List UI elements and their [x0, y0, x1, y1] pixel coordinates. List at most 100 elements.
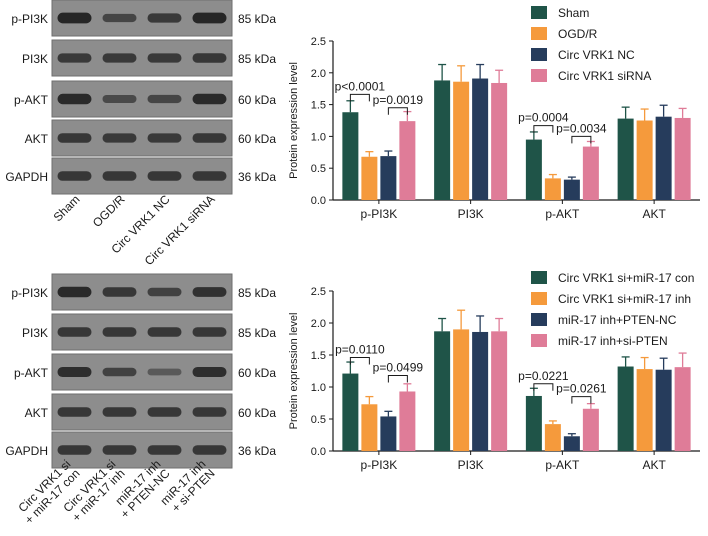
blot-row-label: GAPDH	[5, 444, 48, 458]
bar	[655, 116, 672, 200]
blot-band	[57, 407, 92, 417]
bar	[342, 112, 359, 200]
y-tick-label: 2.5	[311, 36, 326, 48]
bar	[399, 121, 416, 200]
blot-row-label: p-AKT	[14, 366, 49, 380]
legend-swatch	[531, 271, 547, 284]
significance-bracket	[387, 374, 408, 383]
bar	[399, 391, 416, 451]
bar	[453, 329, 470, 451]
lane-label: Sham	[51, 192, 83, 224]
blot-band	[102, 133, 137, 143]
blot-band	[192, 93, 227, 105]
bar	[674, 367, 691, 451]
bar	[434, 80, 451, 200]
significance-bracket	[387, 107, 408, 115]
significance-bracket	[349, 357, 370, 365]
bar	[617, 118, 634, 200]
bar	[674, 117, 691, 200]
y-tick-label: 2.0	[311, 68, 326, 80]
p-value-label: p=0.0019	[373, 93, 424, 107]
legend-label: Circ VRK1 si+miR-17 con	[558, 271, 694, 285]
blot-strip-border	[51, 119, 233, 157]
blot-band	[102, 287, 137, 297]
legend-label: Circ VRK1 NC	[558, 48, 635, 62]
y-tick-label: 0.0	[311, 195, 326, 207]
p-value-label: p<0.0001	[335, 79, 386, 93]
blot-band	[192, 327, 227, 337]
blot-strip-border	[51, 393, 233, 431]
blot-band	[147, 287, 182, 297]
y-tick-label: 0.0	[311, 446, 326, 458]
x-tick-label: PI3K	[458, 207, 484, 221]
blot-band	[102, 367, 137, 377]
legend-label: Circ VRK1 siRNA	[558, 69, 651, 83]
legend-swatch	[531, 313, 547, 326]
y-tick-label: 2.0	[311, 318, 326, 330]
bar	[342, 373, 359, 451]
blot-strip-border	[51, 80, 233, 118]
blot-row-label: p-PI3K	[11, 286, 48, 300]
blot-band	[57, 286, 92, 298]
bar	[617, 366, 634, 451]
y-tick-label: 2.5	[311, 286, 326, 298]
blot-band	[147, 171, 182, 181]
x-tick-label: AKT	[642, 458, 666, 472]
blot-row-size: 60 kDa	[238, 132, 276, 146]
bar	[563, 436, 580, 451]
y-tick-label: 1.5	[311, 100, 326, 112]
y-axis-label: Protein expression level	[288, 62, 300, 179]
blot-row-size: 85 kDa	[238, 52, 276, 66]
bar	[636, 369, 653, 451]
legend-swatch	[531, 27, 547, 40]
y-axis-label: Protein expression level	[288, 313, 300, 430]
bar	[434, 331, 451, 451]
blot-strip-border	[51, 157, 233, 195]
blot-band	[102, 53, 137, 63]
p-value-label: p=0.0499	[373, 360, 424, 374]
blot-band	[192, 171, 227, 181]
blot-row-size: 36 kDa	[238, 170, 276, 184]
legend-swatch	[531, 292, 547, 305]
bar	[472, 78, 489, 200]
y-tick-label: 1.0	[311, 131, 326, 143]
blot-row-label: p-AKT	[14, 93, 49, 107]
significance-bracket	[571, 396, 592, 404]
x-tick-label: p-PI3K	[361, 207, 398, 221]
lane-label-line: Sham	[51, 192, 83, 224]
blot-band	[192, 287, 227, 297]
blot-band	[57, 133, 92, 143]
lane-label-line: OGD/R	[90, 192, 128, 230]
blot-band	[147, 445, 182, 455]
bar	[563, 179, 580, 200]
blot-band	[147, 94, 182, 104]
bar	[636, 120, 653, 200]
blot-row-size: 60 kDa	[238, 406, 276, 420]
legend-label: miR-17 inh+si-PTEN	[558, 334, 668, 348]
blot-band	[192, 407, 227, 417]
blot-band	[192, 366, 227, 378]
blot-row-size: 60 kDa	[238, 366, 276, 380]
y-tick-label: 0.5	[311, 163, 326, 175]
blot-band	[147, 133, 182, 143]
y-tick-label: 0.5	[311, 414, 326, 426]
blot-row-size: 85 kDa	[238, 286, 276, 300]
blot-strip-border	[51, 353, 233, 391]
blot-band	[57, 366, 92, 378]
legend-label: Sham	[558, 6, 589, 20]
blot-row-label: PI3K	[22, 326, 48, 340]
bar	[582, 146, 599, 200]
blot-row-size: 60 kDa	[238, 93, 276, 107]
blot-band	[57, 12, 92, 24]
blot-band	[102, 445, 137, 455]
x-tick-label: AKT	[642, 207, 666, 221]
blot-band	[192, 445, 227, 455]
p-value-label: p=0.0004	[518, 111, 569, 125]
p-value-label: p=0.0034	[556, 121, 607, 135]
x-tick-label: p-AKT	[545, 458, 580, 472]
blot-band	[102, 327, 137, 337]
blot-band	[102, 171, 137, 181]
blot-band	[57, 93, 92, 105]
blot-row-label: GAPDH	[5, 170, 48, 184]
